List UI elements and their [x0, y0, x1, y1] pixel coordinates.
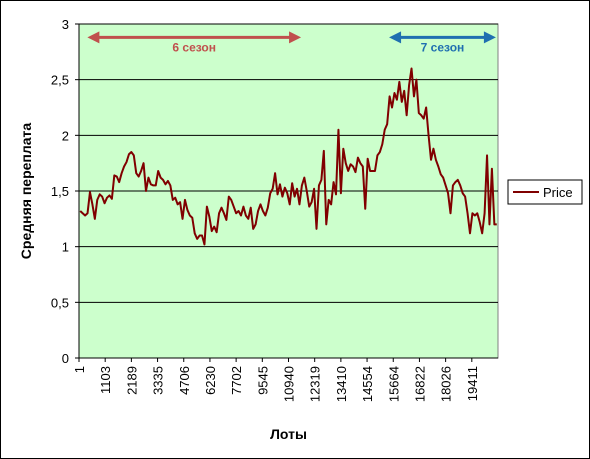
y-tick-label: 2 — [62, 128, 69, 143]
annotation-arrow-head-right — [289, 31, 302, 44]
x-tick-label: 19411 — [465, 366, 480, 401]
x-tick-label: 10940 — [282, 366, 297, 402]
y-tick-label: 3 — [62, 17, 69, 32]
x-tick-label: 3335 — [151, 366, 166, 395]
x-tick-label: 12319 — [308, 366, 323, 402]
annotation-label: 6 сезон — [172, 40, 216, 54]
x-tick-label: 7702 — [229, 366, 244, 395]
legend-label-price: Price — [543, 185, 573, 200]
series-line-price — [79, 67, 497, 246]
x-tick-label: 1 — [72, 366, 87, 373]
y-axis-title: Средняя переплата — [18, 123, 34, 260]
y-tick-label: 1,5 — [51, 184, 69, 199]
annotation-arrow-head-left — [389, 31, 402, 44]
x-tick-label: 1103 — [98, 366, 113, 394]
x-tick-label: 4706 — [177, 366, 192, 395]
x-tick-label: 9545 — [255, 366, 270, 395]
x-tick-label: 2189 — [124, 366, 139, 395]
x-axis-title: Лоты — [270, 426, 307, 442]
x-tick-label: 15664 — [386, 366, 401, 402]
x-tick-label: 6230 — [203, 366, 218, 395]
axes: 0 0,5 1 1,5 2 2,5 3 1 1103 2189 3335 4706 6230 7702 95… — [51, 17, 498, 402]
annotation-arrow-head-right — [483, 31, 496, 44]
x-tick-label: 14554 — [360, 366, 375, 402]
x-tick-label: 16822 — [412, 366, 427, 402]
annotation-arrow-head-left — [87, 31, 100, 44]
legend: Price — [507, 179, 583, 205]
y-tick-label: 1 — [62, 240, 69, 255]
annotations: 6 сезон 7 сезон — [87, 31, 496, 54]
y-tick-label: 0 — [62, 351, 69, 366]
y-tick-label: 2,5 — [51, 73, 69, 88]
x-tick-label: 13410 — [334, 366, 349, 402]
series-layer — [79, 67, 497, 246]
annotation-label: 7 сезон — [421, 40, 465, 54]
grid-lines — [79, 23, 498, 303]
x-tick-label: 18026 — [439, 366, 454, 402]
y-tick-label: 0,5 — [51, 295, 69, 310]
